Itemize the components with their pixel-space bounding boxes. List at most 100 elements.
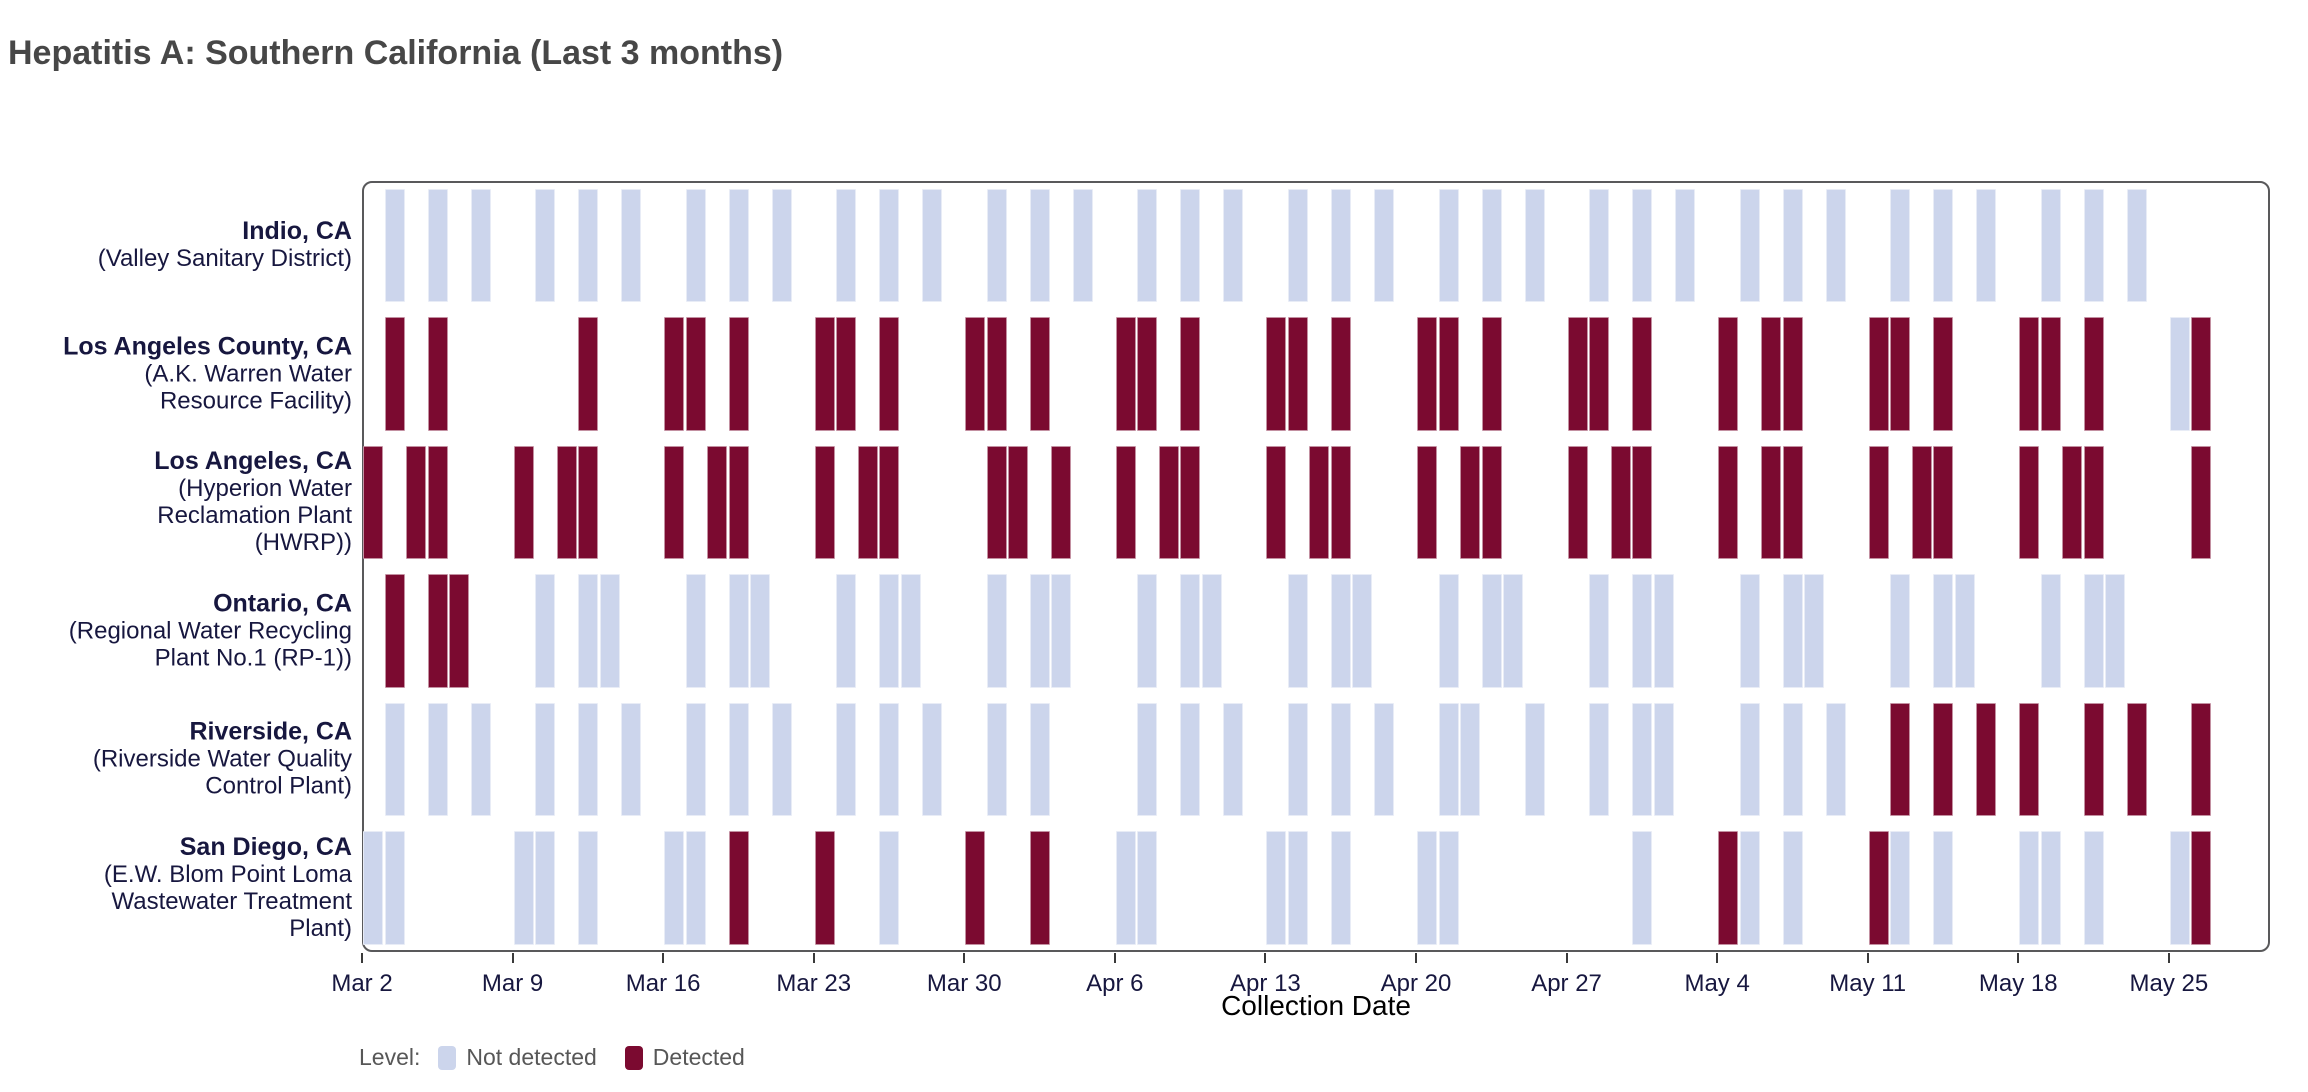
- sample-bar: [1330, 188, 1351, 302]
- sample-bar: [1610, 445, 1631, 559]
- sample-bar: [2083, 574, 2104, 688]
- sample-bar: [2040, 831, 2061, 945]
- x-axis-tick: [511, 953, 514, 963]
- sample-bar: [535, 702, 556, 816]
- row-label-city: Los Angeles County, CA: [63, 332, 352, 361]
- sample-bar: [1481, 188, 1502, 302]
- sample-bar: [986, 317, 1007, 431]
- sample-bar: [1029, 317, 1050, 431]
- sample-bar: [814, 445, 835, 559]
- sample-bar: [2191, 445, 2212, 559]
- sample-bar: [2040, 317, 2061, 431]
- sample-bar: [728, 317, 749, 431]
- sample-bar: [1589, 188, 1610, 302]
- sample-bar: [535, 574, 556, 688]
- sample-bar: [1438, 188, 1459, 302]
- sample-bar: [1051, 574, 1072, 688]
- sample-bar: [1761, 445, 1782, 559]
- sample-bar: [1460, 445, 1480, 559]
- sample-bar: [879, 188, 900, 302]
- sample-bar: [1524, 702, 1545, 816]
- sample-bar: [1911, 445, 1932, 559]
- sample-bar: [621, 702, 642, 816]
- row-label-city: Indio, CA: [242, 217, 352, 246]
- sample-bar: [771, 702, 792, 816]
- sample-bar: [470, 702, 491, 816]
- sample-bar: [1976, 702, 1997, 816]
- sample-bar: [879, 574, 900, 688]
- sample-bar: [535, 188, 556, 302]
- sample-bar: [1739, 188, 1760, 302]
- sample-bar: [1632, 445, 1653, 559]
- sample-bar: [986, 574, 1007, 688]
- sample-bar: [578, 702, 599, 816]
- sample-bar: [1266, 317, 1287, 431]
- sample-bar: [1072, 188, 1093, 302]
- sample-bar: [1115, 317, 1136, 431]
- sample-bar: [1675, 188, 1696, 302]
- sample-bar: [1137, 702, 1158, 816]
- x-axis-tick: [1866, 953, 1869, 963]
- sample-bar: [2040, 188, 2061, 302]
- sample-bar: [1653, 574, 1674, 688]
- sample-bar: [1782, 702, 1803, 816]
- sample-bar: [1933, 445, 1954, 559]
- x-axis-tick-label: Apr 13: [1230, 970, 1301, 997]
- x-axis-tick-label: Mar 30: [926, 970, 1002, 997]
- sample-bar: [857, 445, 878, 559]
- sample-bar: [1201, 574, 1222, 688]
- sample-bar: [1567, 445, 1588, 559]
- sample-bar: [1029, 702, 1050, 816]
- sample-bar: [1158, 445, 1179, 559]
- sample-bar: [1589, 574, 1610, 688]
- sample-bar: [771, 188, 792, 302]
- sample-bar: [2019, 831, 2040, 945]
- x-axis-tick-label: Apr 6: [1086, 970, 1144, 997]
- x-axis-tick-label: Mar 9: [481, 970, 544, 997]
- x-axis-tick: [662, 953, 665, 963]
- row-label-facility-line: (A.K. Warren Water: [144, 360, 352, 388]
- sample-bar: [1137, 188, 1158, 302]
- sample-bar: [1330, 445, 1351, 559]
- sample-bar: [2191, 831, 2212, 945]
- sample-bar: [836, 317, 857, 431]
- row-label: San Diego, CA (E.W. Blom Point Loma Wastew…: [0, 833, 352, 942]
- sample-bar: [1481, 574, 1502, 688]
- row-label-facility-line: (Hyperion Water: [178, 475, 352, 503]
- sample-bar: [1954, 574, 1975, 688]
- sample-bar: [384, 702, 405, 816]
- x-axis-tick-label: Mar 16: [625, 970, 701, 997]
- sample-bar: [1718, 445, 1739, 559]
- sample-bar: [1137, 831, 1158, 945]
- sample-bar: [1782, 574, 1803, 688]
- sample-bar: [664, 317, 685, 431]
- sample-bar: [922, 702, 943, 816]
- sample-bar: [1008, 445, 1029, 559]
- sample-bar: [879, 831, 900, 945]
- row-label-facility-line: (E.W. Blom Point Loma: [103, 860, 352, 888]
- sample-bar: [1653, 702, 1674, 816]
- legend: Level: Not detected Detected: [359, 1044, 745, 1071]
- sample-bar: [1287, 317, 1308, 431]
- legend-item-label: Not detected: [466, 1044, 597, 1070]
- sample-bar: [879, 445, 900, 559]
- x-axis-tick: [2167, 953, 2170, 963]
- sample-bar: [814, 317, 835, 431]
- sample-bar: [879, 317, 900, 431]
- sample-bar: [1868, 317, 1889, 431]
- sample-bar: [685, 574, 706, 688]
- sample-bar: [986, 445, 1007, 559]
- sample-bar: [1373, 188, 1394, 302]
- sample-bar: [1438, 574, 1459, 688]
- sample-bar: [1029, 831, 1050, 945]
- sample-bar: [1868, 831, 1889, 945]
- sample-bar: [1330, 831, 1351, 945]
- sample-bar: [1890, 831, 1911, 945]
- sample-bar: [1933, 188, 1954, 302]
- sample-bar: [1739, 702, 1760, 816]
- sample-bar: [1180, 702, 1201, 816]
- sample-bar: [2040, 574, 2061, 688]
- x-axis-tick: [2017, 953, 2020, 963]
- sample-bar: [1287, 188, 1308, 302]
- sample-bar: [1416, 445, 1437, 559]
